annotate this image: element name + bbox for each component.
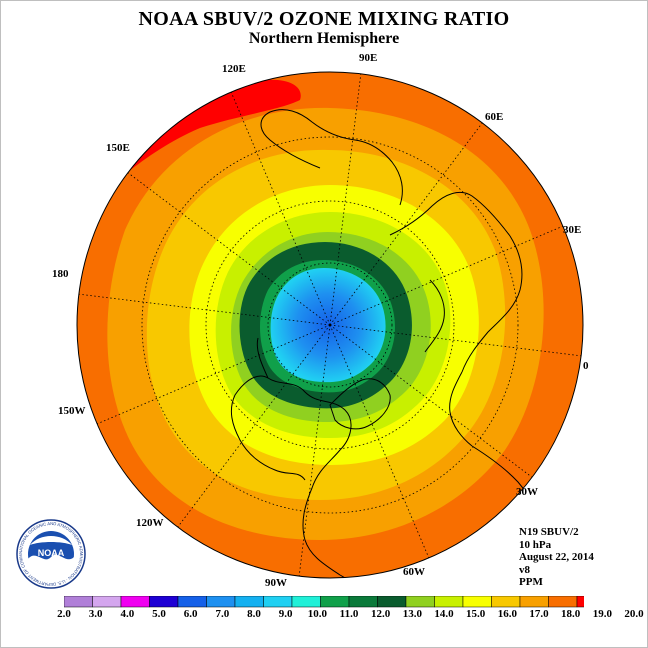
colorbar-tick-label: 3.0 [88,608,103,620]
latitude-circles [141,136,519,514]
longitude-label-150e: 150E [106,142,130,154]
longitude-label-150w: 150W [58,405,86,417]
colorbar-swatch [434,596,464,608]
longitude-label-30w: 30W [516,486,538,498]
colorbar-swatch [64,596,93,608]
page-subtitle: Northern Hemisphere [248,30,400,47]
colorbar-tick-label: 19.0 [592,608,612,620]
page-title: NOAA SBUV/2 OZONE MIXING RATIO [138,8,510,30]
units-label: PPM [519,576,543,588]
low-ozone-core [270,268,386,383]
colorbar-tick-label: 16.0 [497,608,517,620]
greenland-outline [329,378,391,430]
colorbar-tick-label: 17.0 [529,608,549,620]
eurasia-outline [260,109,523,373]
longitude-label-180: 180 [52,268,69,280]
colorbar-tick-label: 11.0 [339,608,359,620]
colorbar-swatch [234,596,264,608]
continent-outlines [230,109,541,578]
north-america-outline [230,337,381,578]
colorbar-tick-label: 8.0 [247,608,261,620]
logo-text: NOAA [38,548,65,558]
colorbar-tick-label: 6.0 [183,608,198,620]
info-block: N19 SBUV/2 10 hPa August 22, 2014 v8 PPM [519,526,594,589]
date-label: August 22, 2014 [519,551,594,563]
map-boundary [76,71,584,579]
colorbar-tick-label: 2.0 [57,608,71,620]
colorbar-swatch [291,596,321,608]
colorbar-swatch [149,596,179,608]
colorbar-tick-label: 13.0 [402,608,422,620]
colorbar-swatch [377,596,407,608]
colorbar-swatch [348,596,378,608]
colorbar-tick-label: 9.0 [278,608,293,620]
longitude-label-60e: 60E [485,111,504,123]
colorbar-tick-label: 18.0 [561,608,581,620]
longitude-label-0: 0 [583,360,589,372]
colorbar-tick-label: 4.0 [120,608,135,620]
colorbar-swatch [519,596,549,608]
longitude-label-90w: 90W [265,577,287,589]
longitude-label-30e: 30E [563,224,582,236]
ozone-field [77,72,583,578]
colorbar-tick-label: 7.0 [215,608,230,620]
colorbar-swatch [120,596,150,608]
version-label: v8 [519,563,530,576]
colorbar-tick-label: 10.0 [307,608,327,620]
level-label: 10 hPa [519,538,552,551]
colorbar-swatch [548,596,578,608]
colorbar-swatch [263,596,293,608]
colorbar-swatch [206,596,236,608]
colorbar-swatch [92,596,122,608]
colorbar-tick-label: 15.0 [466,608,486,620]
colorbar-swatch [491,596,521,608]
longitude-label-90e: 90E [359,52,378,64]
high-ozone-red-patch [108,79,301,188]
colorbar-swatch [177,596,207,608]
colorbar [64,596,584,608]
colorbar-swatch [576,596,584,608]
colorbar-swatch [320,596,350,608]
noaa-logo: NOAA NATIONAL OCEANIC AND ATMOSPHERIC AD… [16,519,86,589]
colorbar-tick-label: 5.0 [152,608,166,620]
colorbar-swatch [462,596,492,608]
longitude-label-120e: 120E [222,63,246,75]
colorbar-swatch [405,596,435,608]
europe-outline [424,279,473,447]
instrument-label: N19 SBUV/2 [519,526,579,538]
longitude-label-120w: 120W [136,517,164,529]
colorbar-tick-label: 12.0 [371,608,391,620]
colorbar-tick-label: 14.0 [434,608,454,620]
colorbar-tick-label: 20.0 [624,608,644,620]
longitude-label-60w: 60W [403,566,425,578]
